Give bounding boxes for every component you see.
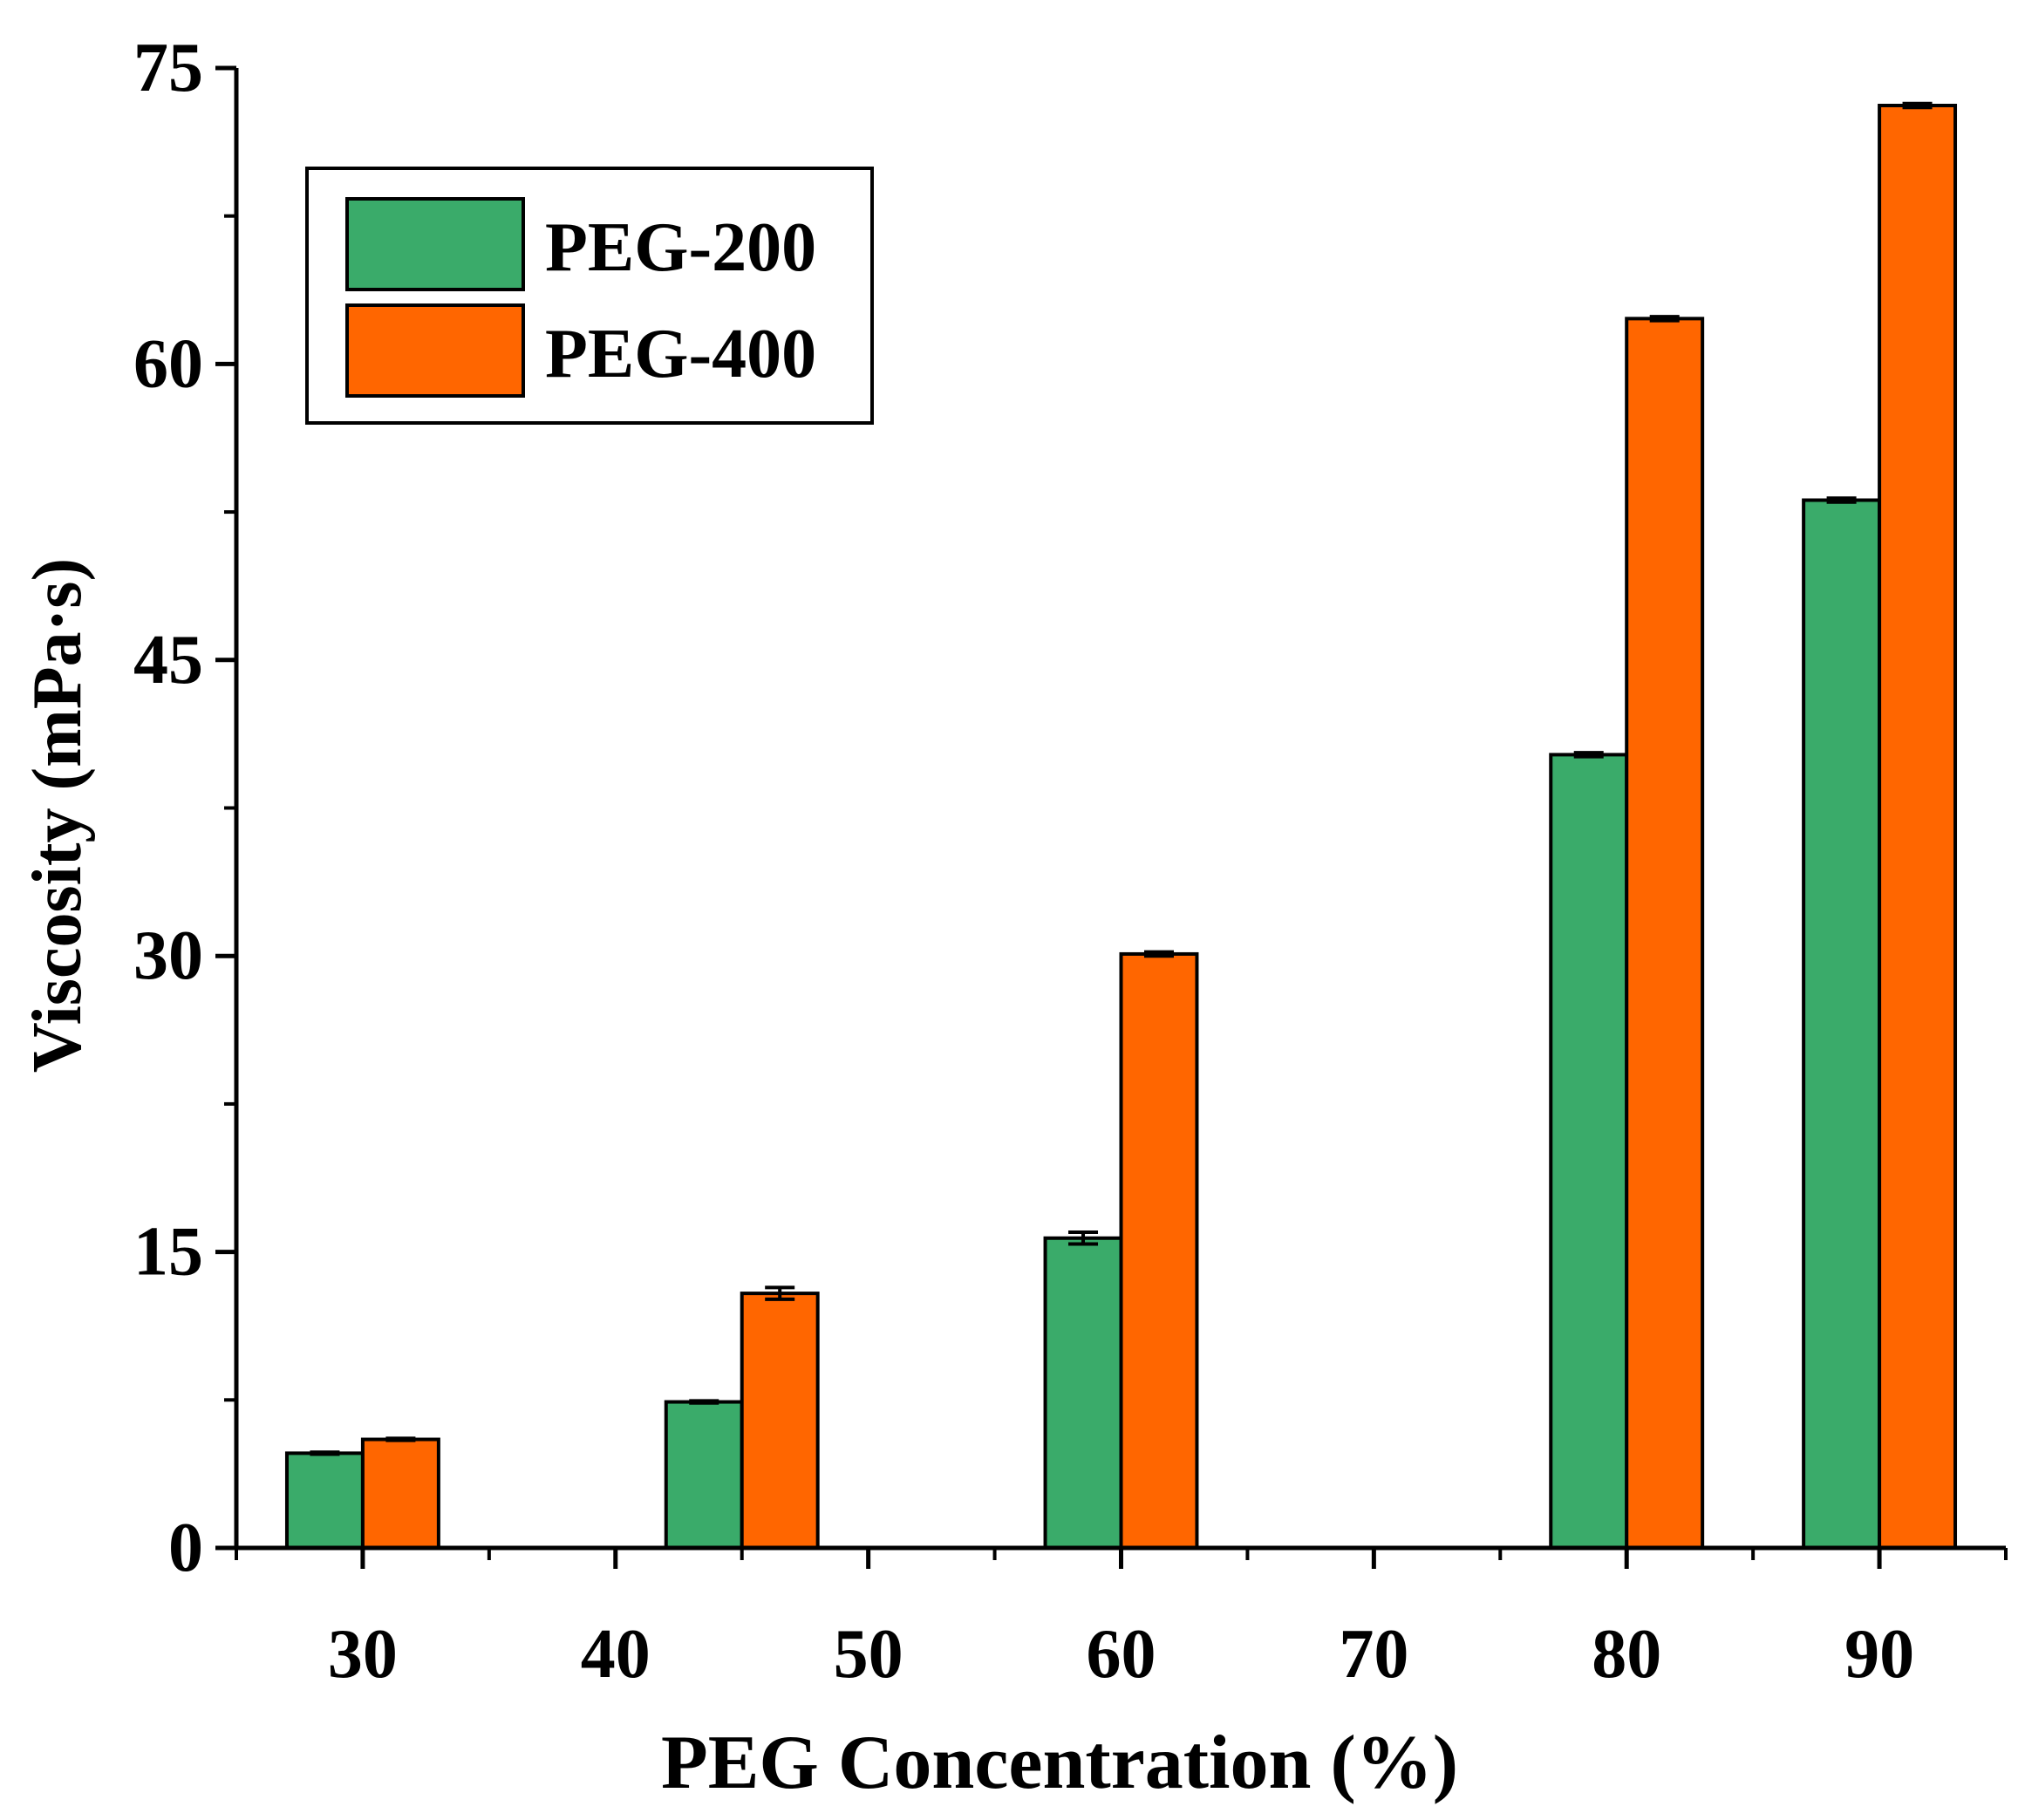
bar-peg-400-80 <box>1625 317 1705 1551</box>
error-bar-peg-200-45 <box>689 1399 719 1405</box>
legend-label-peg-200: PEG-200 <box>545 209 816 286</box>
bar-peg-200-80 <box>1549 753 1629 1550</box>
bar-peg-400-90 <box>1878 103 1958 1550</box>
bar-peg-200-30 <box>284 1451 365 1550</box>
bar-peg-400-30 <box>360 1437 440 1551</box>
y-axis-title: Viscosity (mPa·s) <box>19 558 96 1073</box>
bar-peg-200-45 <box>664 1400 744 1550</box>
bar-peg-200-90 <box>1802 498 1882 1550</box>
error-bar-peg-400-60 <box>1143 950 1174 958</box>
bars-layer <box>284 101 1958 1551</box>
y-tick-label-45: 45 <box>133 622 203 699</box>
legend: PEG-200 PEG-400 <box>305 167 874 425</box>
x-tick-label-40: 40 <box>581 1616 651 1693</box>
error-bar-peg-200-80 <box>1573 751 1604 759</box>
ticks-layer: 0 15 30 45 60 75 30 40 50 60 70 80 90 <box>133 30 2008 1693</box>
error-bar-peg-200-90 <box>1826 496 1857 504</box>
x-tick-label-90: 90 <box>1844 1616 1914 1693</box>
x-tick-label-50: 50 <box>834 1616 903 1693</box>
error-bar-peg-400-80 <box>1649 315 1680 323</box>
x-axis-title: PEG Concentration (%) <box>661 1721 1458 1805</box>
error-bar-peg-400-30 <box>385 1436 416 1442</box>
legend-label-peg-400: PEG-400 <box>545 316 816 392</box>
y-tick-label-15: 15 <box>133 1214 203 1291</box>
error-bar-peg-400-90 <box>1902 101 1933 110</box>
bar-peg-400-60 <box>1119 951 1199 1551</box>
bar-peg-400-45 <box>740 1292 820 1550</box>
error-bar-peg-200-30 <box>310 1450 340 1456</box>
x-tick-label-60: 60 <box>1087 1616 1156 1693</box>
y-tick-label-0: 0 <box>168 1510 203 1586</box>
legend-swatch-peg-400 <box>345 303 525 398</box>
error-bar-peg-200-60 <box>1068 1230 1099 1246</box>
x-tick-label-70: 70 <box>1339 1616 1408 1693</box>
x-tick-label-80: 80 <box>1592 1616 1661 1693</box>
x-tick-label-30: 30 <box>328 1616 398 1693</box>
legend-swatch-peg-200 <box>345 197 525 291</box>
y-tick-label-30: 30 <box>133 917 203 994</box>
y-tick-label-60: 60 <box>133 325 203 402</box>
y-tick-label-75: 75 <box>133 30 203 106</box>
bar-peg-200-60 <box>1043 1236 1123 1551</box>
error-bar-peg-400-45 <box>765 1285 795 1301</box>
